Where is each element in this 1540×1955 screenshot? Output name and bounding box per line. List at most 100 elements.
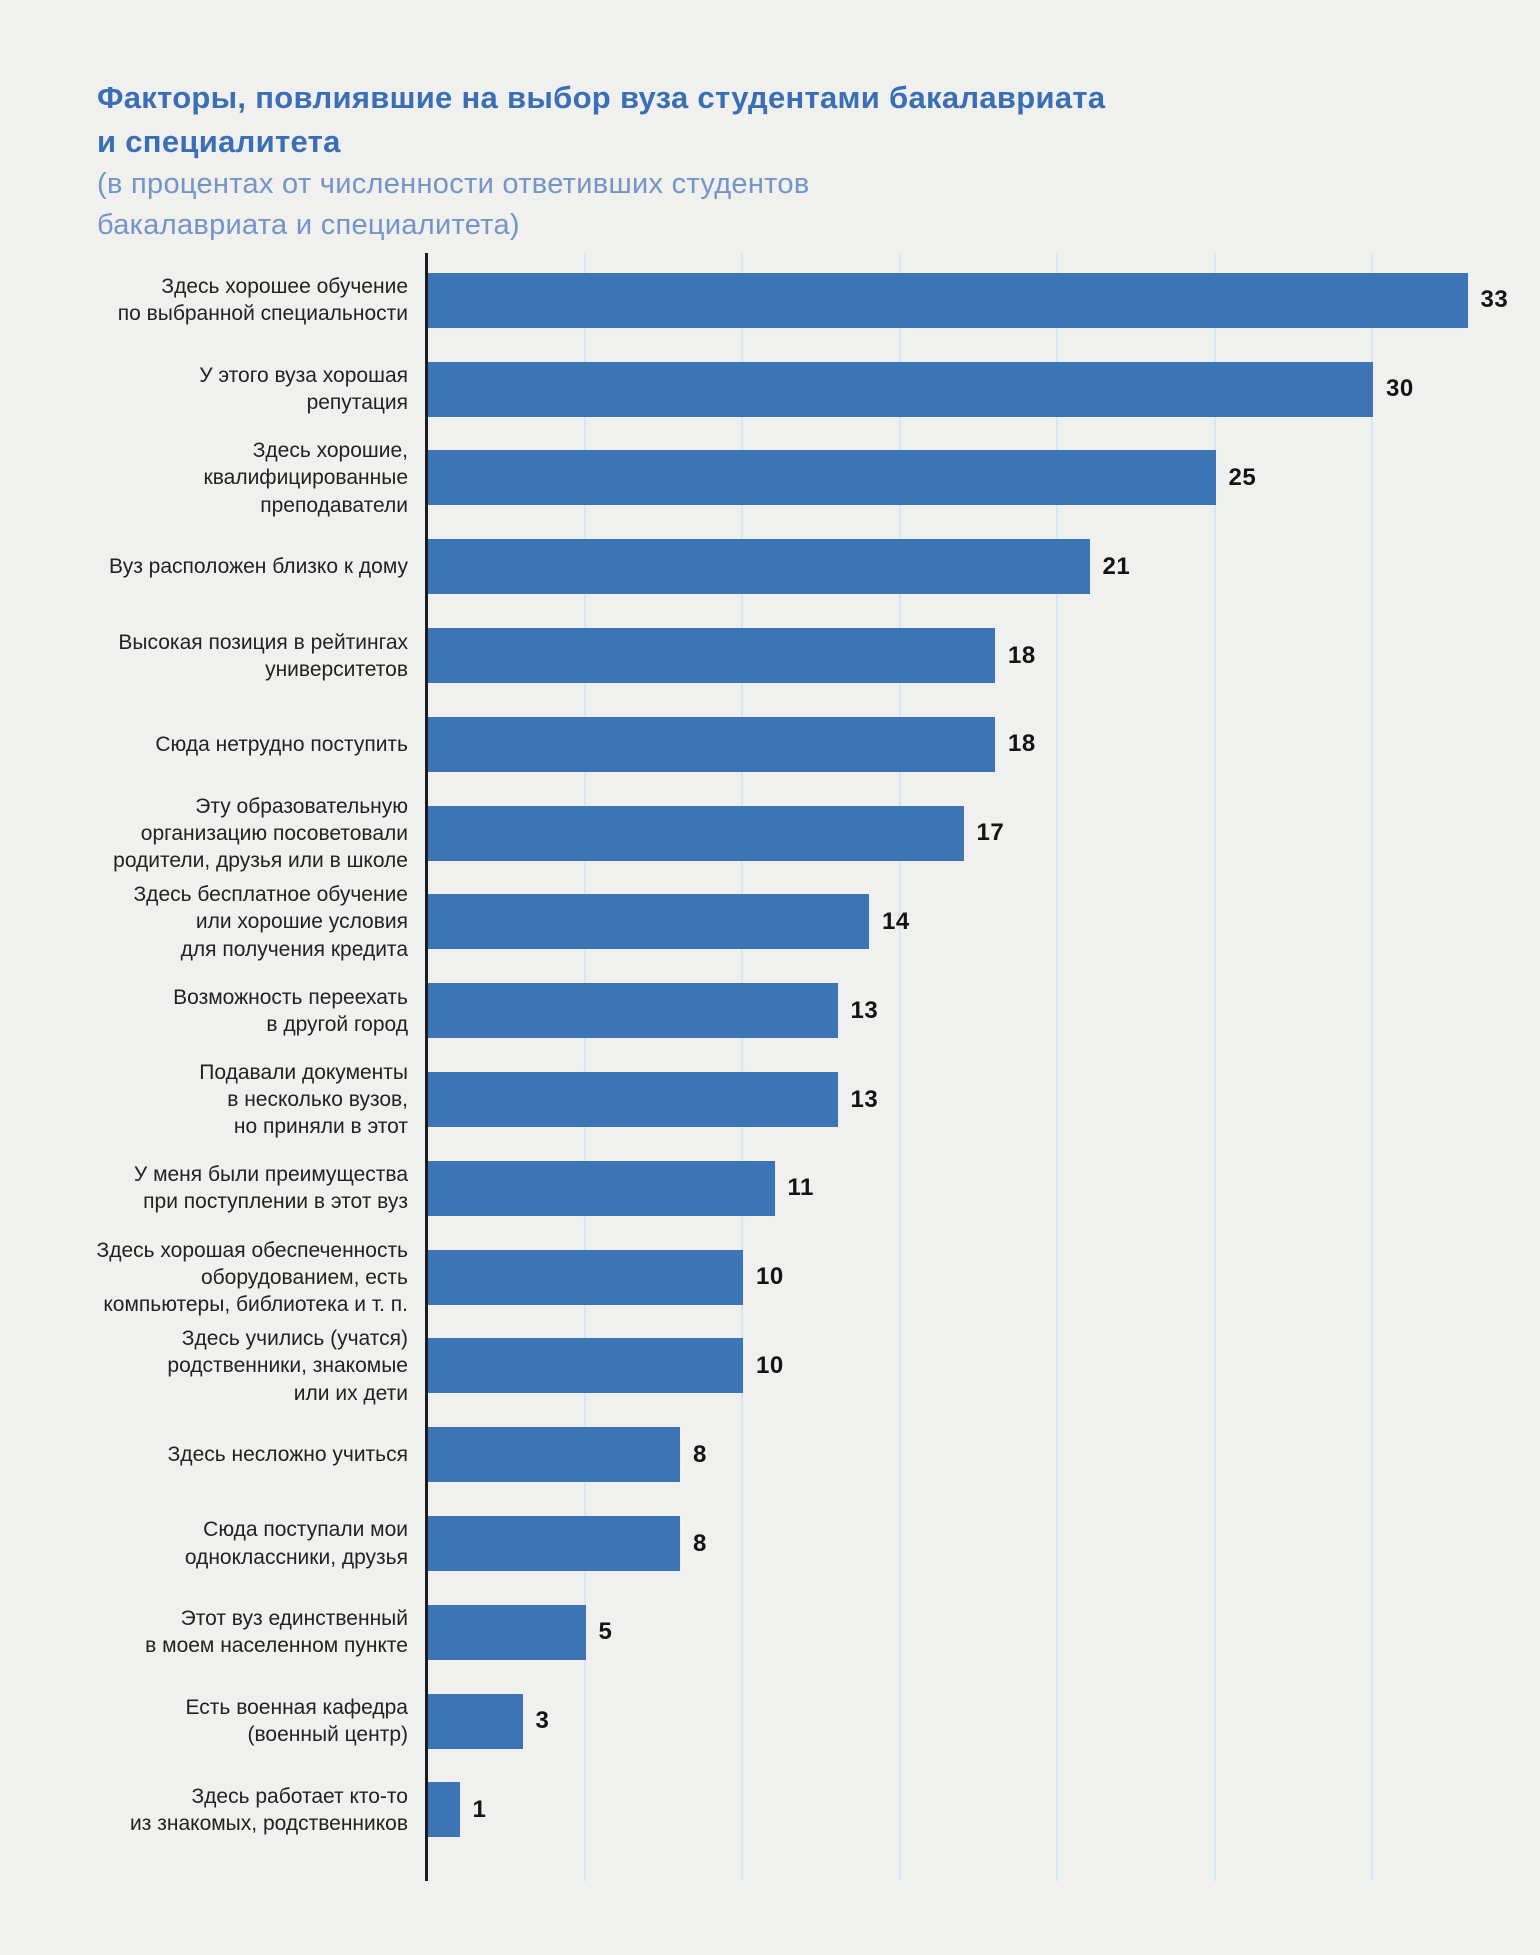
bar [428, 1338, 743, 1394]
bar [428, 894, 869, 950]
category-label: Эту образовательную организацию посовето… [113, 794, 408, 872]
bar [428, 1604, 586, 1660]
value-label: 1 [472, 1795, 487, 1823]
bar-chart: Здесь хорошее обучение по выбранной спец… [0, 253, 1540, 1883]
gridline-5 [583, 253, 586, 1881]
chart-subtitle-line-2: бакалавриата и специалитета) [97, 208, 520, 241]
chart-row: Здесь хорошие, квалифицированные препода… [0, 434, 1540, 523]
value-label: 30 [1386, 375, 1414, 403]
gridline-15 [898, 253, 901, 1881]
bar [428, 272, 1468, 328]
chart-row: Сюда нетрудно поступить 18 [0, 700, 1540, 789]
chart-row: Высокая позиция в рейтингах университето… [0, 611, 1540, 700]
category-label: Здесь хорошая обеспеченность оборудовани… [96, 1238, 408, 1316]
value-label: 18 [1008, 641, 1036, 669]
value-label: 3 [535, 1707, 550, 1735]
value-label: 5 [598, 1618, 613, 1646]
y-axis-line [425, 253, 428, 1881]
chart-title-line-1: Факторы, повлиявшие на выбор вуза студен… [97, 80, 1106, 115]
bar-area: 8 [428, 1499, 1540, 1588]
chart-row: Этот вуз единственный в моем населенном … [0, 1588, 1540, 1677]
chart-row: Вуз расположен близко к дому 21 [0, 522, 1540, 611]
bar-area: 10 [428, 1322, 1540, 1411]
value-label: 21 [1102, 552, 1131, 580]
chart-row: Эту образовательную организацию посовето… [0, 789, 1540, 878]
category-label: Здесь хорошие, квалифицированные препода… [203, 439, 408, 517]
bar-area: 18 [428, 611, 1540, 700]
bar-area: 10 [428, 1233, 1540, 1322]
gridlines [0, 253, 1540, 1881]
category-label: Вуз расположен близко к дому [108, 555, 408, 579]
gridline-30 [1371, 253, 1373, 1881]
bar [428, 1693, 523, 1749]
bar [428, 716, 995, 772]
category-label: Есть военная кафедра (военный центр) [185, 1696, 408, 1747]
bar-area: 8 [428, 1410, 1540, 1499]
bar-area: 5 [428, 1588, 1540, 1677]
category-label: Здесь хорошее обучение по выбранной спец… [117, 275, 408, 326]
value-label: 18 [1008, 730, 1036, 758]
bar [428, 983, 838, 1039]
chart-header: Факторы, повлиявшие на выбор вуза студен… [97, 76, 1105, 245]
bar [428, 1249, 743, 1305]
bar [428, 1782, 460, 1838]
category-label: У этого вуза хорошая репутация [199, 364, 408, 415]
bar [428, 450, 1216, 506]
chart-rows: Здесь хорошее обучение по выбранной спец… [0, 256, 1540, 1854]
category-label: Сюда нетрудно поступить [155, 732, 408, 756]
chart-row: Здесь работает кто-то из знакомых, родст… [0, 1766, 1540, 1855]
chart-row: Есть военная кафедра (военный центр) 3 [0, 1677, 1540, 1766]
chart-row: Здесь несложно учиться 8 [0, 1410, 1540, 1499]
value-label: 13 [850, 1085, 879, 1113]
chart-row: У меня были преимущества при поступлении… [0, 1144, 1540, 1233]
gridline-10 [741, 253, 743, 1881]
bar [428, 1072, 838, 1128]
gridline-25 [1213, 253, 1216, 1881]
value-label: 8 [693, 1440, 707, 1468]
value-label: 8 [693, 1529, 707, 1557]
value-label: 33 [1480, 286, 1509, 314]
bar-area: 14 [428, 878, 1540, 967]
bar-area: 1 [428, 1766, 1540, 1855]
bar-area: 18 [428, 700, 1540, 789]
bar-area: 25 [428, 434, 1540, 523]
bar-area: 11 [428, 1144, 1540, 1233]
bar [428, 539, 1090, 595]
bar [428, 1160, 775, 1216]
chart-row: У этого вуза хорошая репутация 30 [0, 345, 1540, 434]
value-label: 13 [850, 996, 879, 1024]
bar-area: 21 [428, 522, 1540, 611]
chart-subtitle-line-1: (в процентах от численности ответивших с… [97, 168, 810, 201]
bar [428, 805, 964, 861]
category-label: У меня были преимущества при поступлении… [133, 1163, 408, 1214]
chart-row: Здесь бесплатное обучение или хорошие ус… [0, 878, 1540, 967]
category-label: Здесь учились (учатся) родственники, зна… [167, 1327, 408, 1405]
chart-row: Здесь хорошая обеспеченность оборудовани… [0, 1233, 1540, 1322]
value-label: 10 [756, 1263, 784, 1291]
chart-row: Здесь учились (учатся) родственники, зна… [0, 1322, 1540, 1411]
gridline-20 [1056, 253, 1058, 1881]
category-label: Сюда поступали мои одноклассники, друзья [184, 1518, 408, 1569]
bar [428, 361, 1373, 417]
category-label: Высокая позиция в рейтингах университето… [118, 630, 408, 681]
chart-row: Сюда поступали мои одноклассники, друзья… [0, 1499, 1540, 1588]
bar-area: 17 [428, 789, 1540, 878]
chart-row: Здесь хорошее обучение по выбранной спец… [0, 256, 1540, 345]
bar [428, 1516, 680, 1572]
bar [428, 1427, 680, 1483]
chart-row: Подавали документы в несколько вузов, но… [0, 1055, 1540, 1144]
bar-area: 33 [428, 256, 1540, 345]
bar-area: 30 [428, 345, 1540, 434]
value-label: 25 [1228, 463, 1257, 491]
value-label: 10 [756, 1351, 784, 1379]
category-label: Возможность переехать в другой город [173, 985, 408, 1036]
chart-row: Возможность переехать в другой город 13 [0, 966, 1540, 1055]
value-label: 11 [787, 1174, 814, 1202]
bar-area: 13 [428, 1055, 1540, 1144]
category-label: Этот вуз единственный в моем населенном … [145, 1607, 408, 1658]
bar-area: 13 [428, 966, 1540, 1055]
value-label: 17 [976, 819, 1005, 847]
category-label: Подавали документы в несколько вузов, но… [199, 1060, 408, 1139]
category-label: Здесь работает кто-то из знакомых, родст… [130, 1784, 408, 1835]
